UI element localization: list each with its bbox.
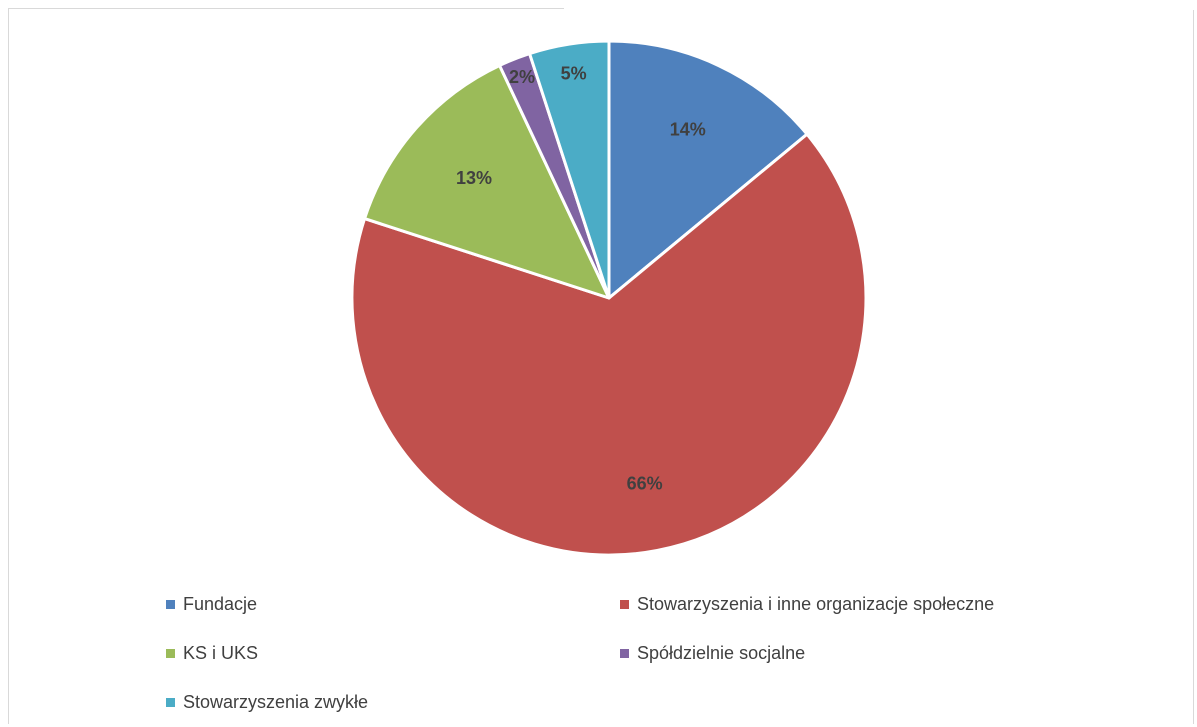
data-label-1: 14% bbox=[670, 119, 706, 139]
legend-item-4: Spółdzielnie socjalne bbox=[620, 643, 805, 664]
legend-swatch bbox=[166, 600, 175, 609]
data-label-2: 66% bbox=[627, 474, 663, 494]
legend-swatch bbox=[620, 600, 629, 609]
legend-label: Fundacje bbox=[183, 594, 258, 614]
legend-swatch bbox=[166, 649, 175, 658]
legend-item-5: Stowarzyszenia zwykłe bbox=[166, 692, 368, 713]
legend-label: Spółdzielnie socjalne bbox=[637, 643, 806, 663]
legend-label: Stowarzyszenia zwykłe bbox=[183, 692, 369, 712]
pie-slice-1 bbox=[607, 39, 809, 300]
legend-label: Stowarzyszenia i inne organizacje społec… bbox=[637, 594, 995, 614]
legend-swatch bbox=[620, 649, 629, 658]
legend-item-3: KS i UKS bbox=[166, 643, 258, 664]
pie-slice-3 bbox=[363, 63, 611, 300]
legend-label: KS i UKS bbox=[183, 643, 259, 663]
pie-slice-5 bbox=[528, 39, 611, 300]
chart-frame-gap bbox=[564, 6, 1194, 10]
legend-item-2: Stowarzyszenia i inne organizacje społec… bbox=[620, 594, 994, 615]
legend-swatch bbox=[166, 698, 175, 707]
data-label-4: 2% bbox=[509, 67, 535, 87]
pie-slice-2 bbox=[350, 132, 868, 557]
data-label-3: 13% bbox=[456, 168, 492, 188]
data-label-5: 5% bbox=[561, 63, 587, 83]
legend-item-1: Fundacje bbox=[166, 594, 257, 615]
